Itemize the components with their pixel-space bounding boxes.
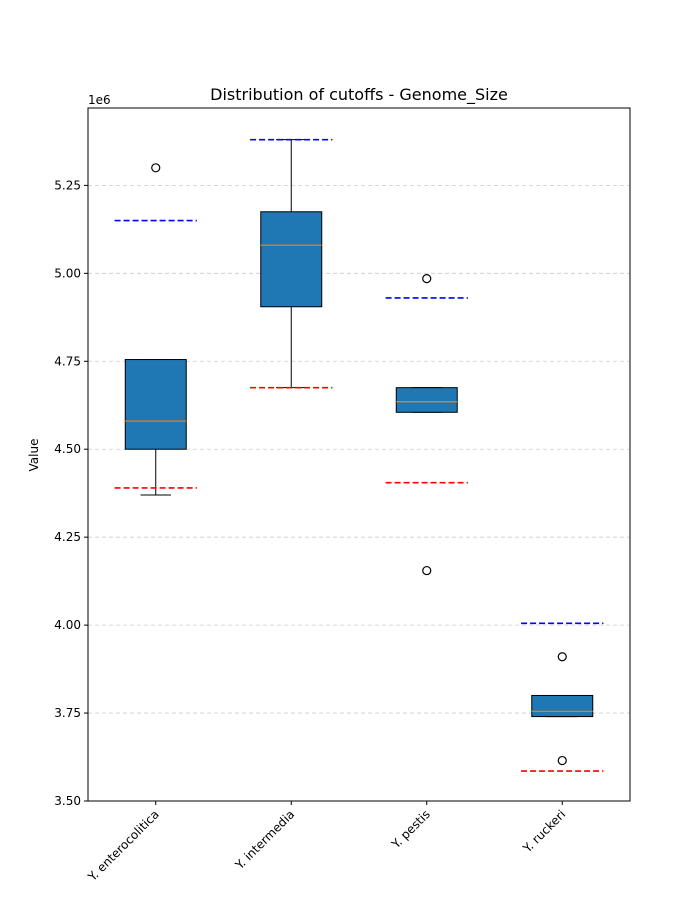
plot-area [114,138,604,772]
x-tick-label: Y. intermedia [232,807,298,873]
x-tick-label: Y. pestis [388,807,433,852]
y-tick-label: 5.25 [54,178,81,192]
box-group [114,163,197,496]
chart-title: Distribution of cutoffs - Genome_Size [210,85,508,105]
box-iqr [260,211,323,308]
outlier-point [151,163,161,173]
box-iqr [531,694,594,718]
outlier-point [422,274,432,284]
y-tick-label: 3.50 [54,794,81,808]
y-tick-label: 4.50 [54,442,81,456]
box-group [521,622,604,772]
y-tick-label: 3.75 [54,706,81,720]
box-group [385,274,468,576]
outlier-point [557,755,567,766]
y-tick-label: 4.00 [54,618,81,632]
x-tick-label: Y. ruckeri [520,807,569,856]
y-offset-label: 1e6 [88,93,111,107]
outlier-point [557,652,567,662]
outlier-point [422,565,432,576]
y-axis-label: Value [27,439,41,472]
y-axis: 3.50 3.75 4.00 4.25 4.50 4.75 5.00 5.25 [54,178,88,808]
box-iqr [395,387,458,413]
y-tick-label: 4.75 [54,354,81,368]
x-axis: Y. enterocolitica Y. intermedia Y. pestis Y… [85,801,569,884]
y-tick-label: 4.25 [54,530,81,544]
y-tick-label: 5.00 [54,266,81,280]
box-iqr [124,359,187,450]
x-tick-label: Y. enterocolitica [85,807,162,884]
box-group [250,138,333,389]
plot-frame [87,107,631,802]
